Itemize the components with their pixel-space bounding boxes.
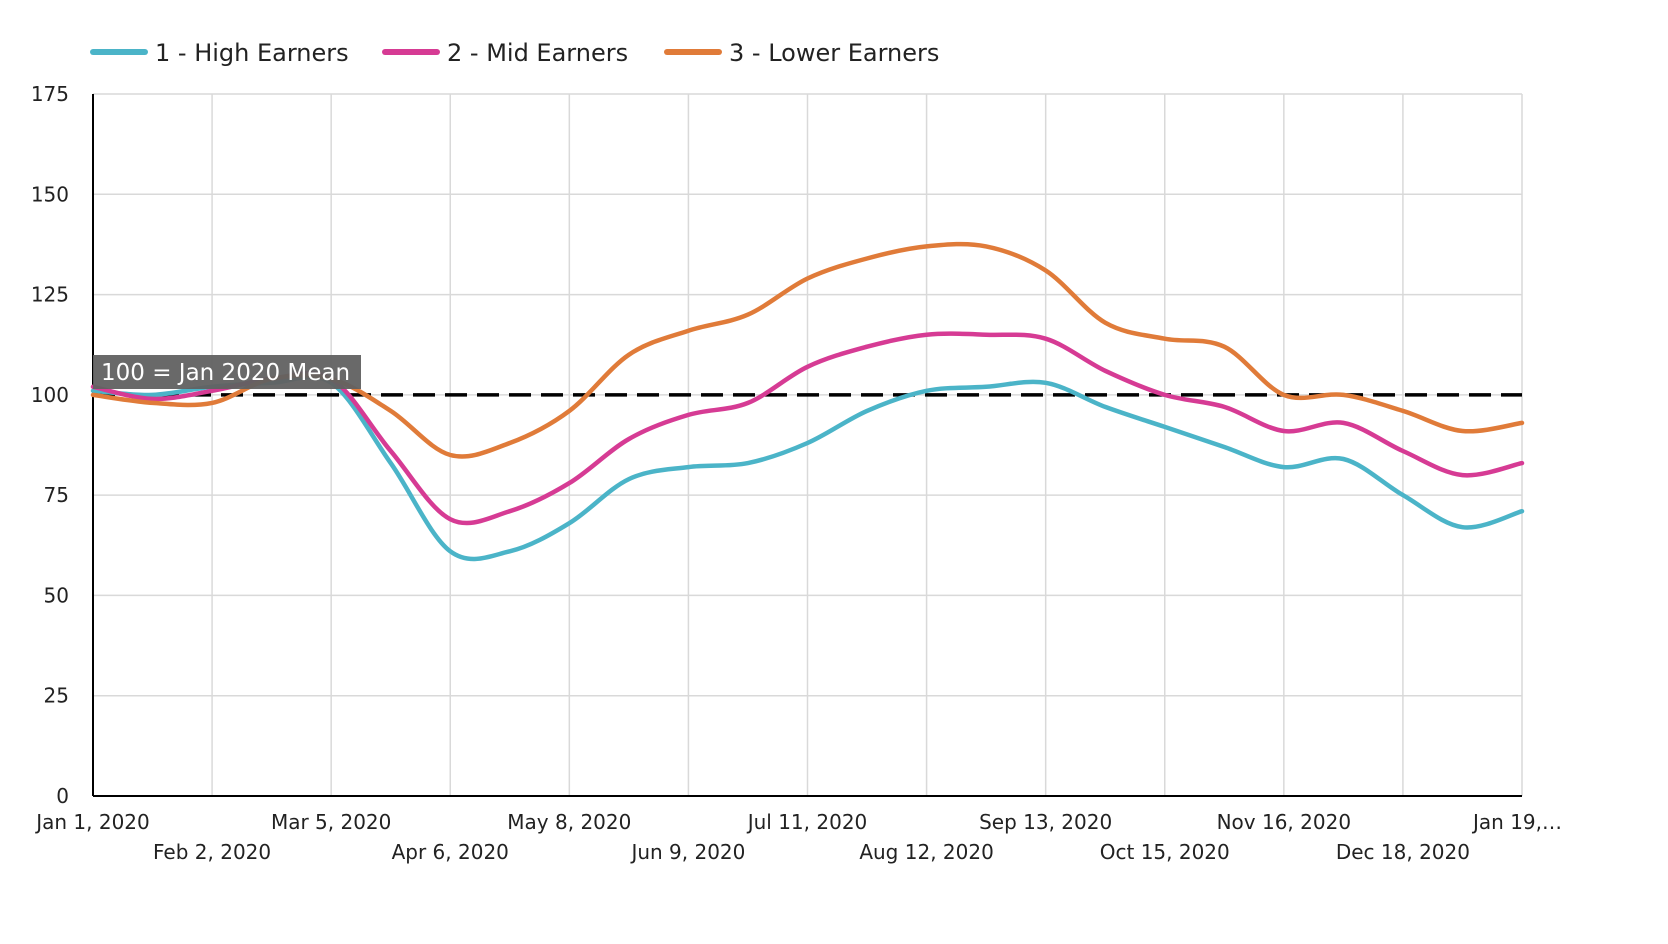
legend-label: 1 - High Earners — [155, 39, 349, 67]
y-tick-label: 100 — [31, 383, 69, 407]
x-tick-label: Jul 11, 2020 — [746, 810, 868, 834]
annotation-group: 100 = Jan 2020 Mean — [93, 355, 361, 389]
x-tick-label: Apr 6, 2020 — [392, 840, 509, 864]
x-tick-label: Sep 13, 2020 — [979, 810, 1112, 834]
annotation-box — [93, 355, 361, 389]
x-tick-label: Aug 12, 2020 — [859, 840, 993, 864]
x-tick-label: Dec 18, 2020 — [1336, 840, 1470, 864]
y-tick-label: 50 — [44, 583, 69, 607]
y-tick-label: 0 — [56, 784, 69, 808]
x-tick-label: Mar 5, 2020 — [271, 810, 391, 834]
x-tick-label: Jan 1, 2020 — [34, 810, 150, 834]
x-tick-label: Jan 19,… — [1471, 810, 1562, 834]
y-tick-label: 75 — [44, 483, 69, 507]
y-tick-label: 125 — [31, 283, 69, 307]
x-tick-label: Feb 2, 2020 — [153, 840, 271, 864]
x-tick-label: Jun 9, 2020 — [629, 840, 745, 864]
y-tick-label: 25 — [44, 684, 69, 708]
x-tick-label: Oct 15, 2020 — [1100, 840, 1230, 864]
y-tick-label: 150 — [31, 182, 69, 206]
x-tick-label: Nov 16, 2020 — [1217, 810, 1351, 834]
annotation-label: 100 = Jan 2020 Mean — [101, 360, 350, 386]
y-tick-label: 175 — [31, 82, 69, 106]
legend-label: 3 - Lower Earners — [729, 39, 939, 67]
legend: 1 - High Earners 2 - Mid Earners 3 - Lower… — [90, 39, 939, 67]
legend-label: 2 - Mid Earners — [447, 39, 628, 67]
x-tick-label: May 8, 2020 — [507, 810, 631, 834]
